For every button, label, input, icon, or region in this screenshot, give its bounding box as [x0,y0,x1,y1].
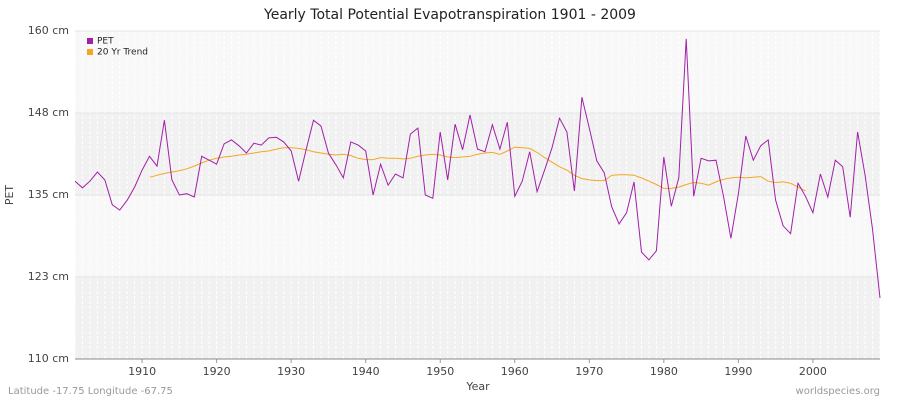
x-tick-label: 1960 [501,365,529,378]
y-axis-label: PET [3,185,16,206]
x-tick-label: 1970 [575,365,603,378]
legend-label: PET [97,37,114,47]
y-tick-label: 123 cm [28,270,69,283]
x-tick-label: 1980 [650,365,678,378]
legend-swatch [87,49,93,55]
y-tick-label: 135 cm [28,188,69,201]
legend-swatch [87,38,93,44]
footer-location: Latitude -17.75 Longitude -67.75 [8,386,173,397]
legend-label: 20 Yr Trend [97,48,148,58]
series-line [74,38,881,299]
x-axis-label: Year [465,380,490,393]
y-tick-label: 110 cm [28,352,69,365]
x-tick-label: 1940 [352,365,380,378]
x-tick-label: 1920 [203,365,231,378]
x-tick-label: 1950 [426,365,454,378]
footer-source: worldspecies.org [796,386,880,397]
chart-title: Yearly Total Potential Evapotranspiratio… [263,7,636,23]
x-tick-label: 1910 [128,365,156,378]
y-tick-label: 148 cm [28,106,69,119]
x-tick-label: 1930 [277,365,305,378]
x-tick-label: 1990 [724,365,752,378]
x-tick-label: 2000 [799,365,827,378]
y-tick-label: 160 cm [28,24,69,37]
